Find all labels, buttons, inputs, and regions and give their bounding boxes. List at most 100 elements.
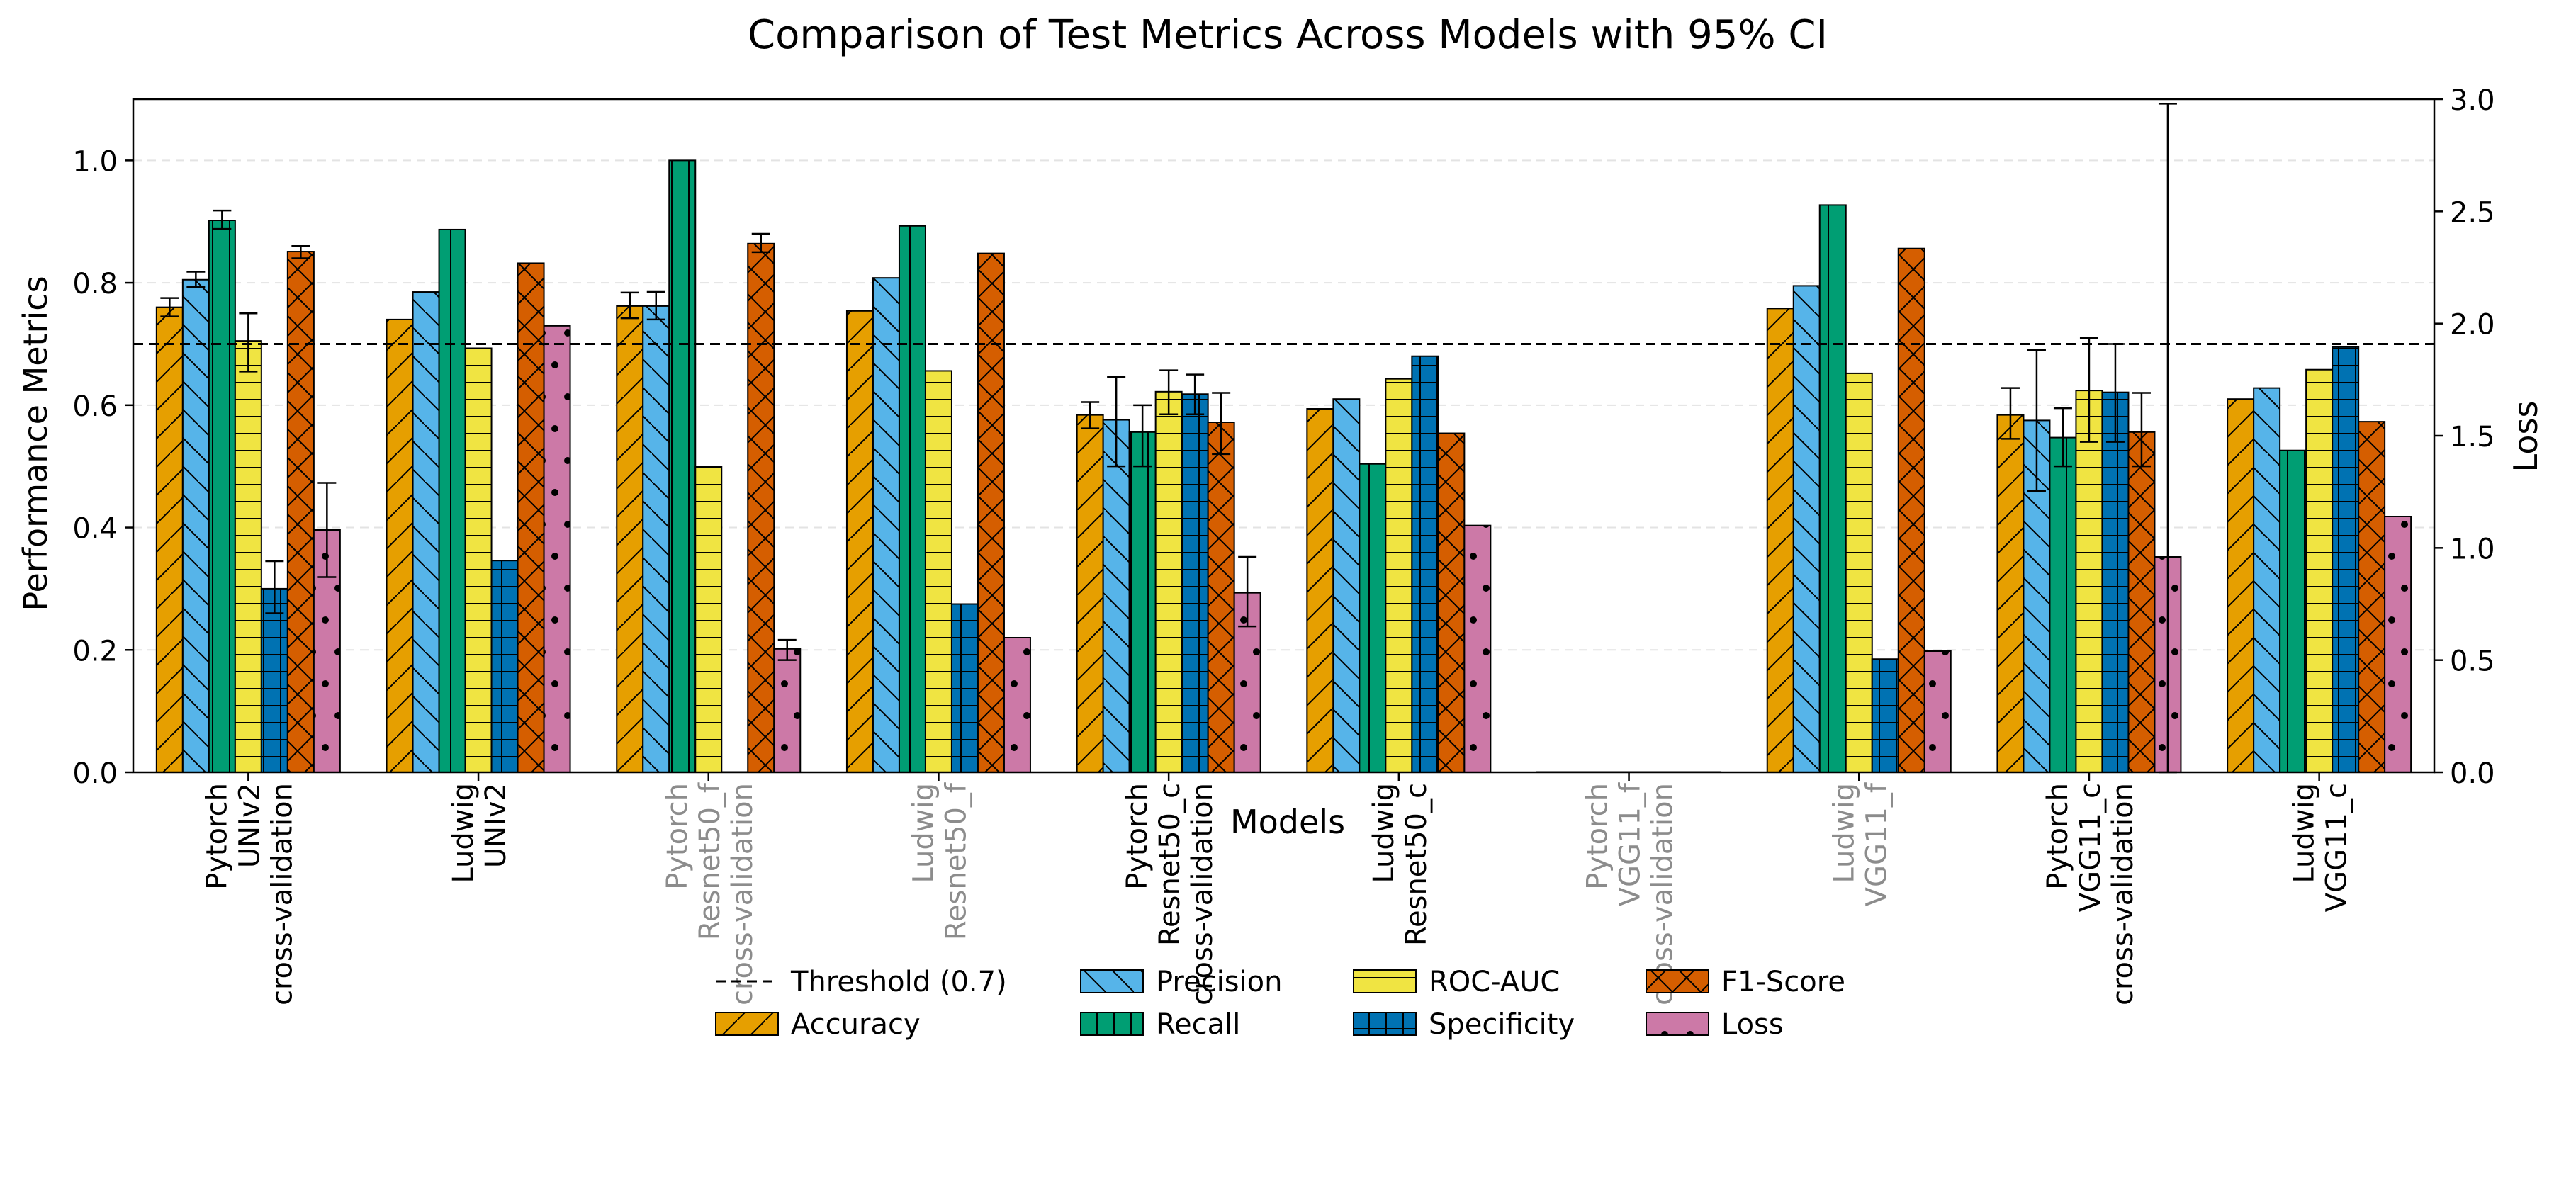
y-tick-label-right: 2.5 xyxy=(2450,196,2495,229)
bar-hatch xyxy=(2358,421,2386,773)
legend-item: Specificity xyxy=(1353,1008,1575,1041)
bar xyxy=(1437,432,1466,774)
category-label: Ludwig VGG11_c xyxy=(2288,783,2353,912)
bar xyxy=(773,648,802,773)
bar xyxy=(1003,637,1031,773)
bar-hatch xyxy=(1306,408,1334,773)
axes: 0.0 0.2 0.4 0.6 0.8 1.0 0.0 0.5 1.0 1.5 2.0 2.5 3.0 xyxy=(72,84,2495,790)
bar xyxy=(1818,204,1847,773)
error-bar xyxy=(186,271,206,288)
bar-hatch xyxy=(977,252,1005,773)
legend-item: Loss xyxy=(1646,1008,1784,1041)
error-bar xyxy=(2053,407,2072,468)
legend-item: Threshold (0.7) xyxy=(716,966,1007,998)
y-tick-label-right: 0.0 xyxy=(2450,757,2495,790)
bar xyxy=(464,347,493,773)
bar xyxy=(2332,346,2360,774)
bar xyxy=(616,305,644,773)
category-label-line: VGG11_f xyxy=(1614,782,1647,906)
bar-hatch xyxy=(155,306,184,773)
category-label-line: Resnet50_c xyxy=(1400,783,1433,946)
bar-hatch xyxy=(1818,204,1847,773)
bar-hatch xyxy=(1792,285,1821,773)
bar-hatch xyxy=(1076,414,1104,773)
category-label: Ludwig UNIv2 xyxy=(447,783,512,884)
bar xyxy=(1359,463,1387,774)
error-bar xyxy=(213,209,232,230)
legend-swatch xyxy=(1646,969,1709,993)
bar-hatch xyxy=(181,278,210,774)
bar-hatch xyxy=(2384,516,2412,773)
legend-item: Recall xyxy=(1080,1008,1240,1041)
bar-hatch xyxy=(1437,432,1466,774)
bar-hatch xyxy=(234,340,262,773)
error-bar xyxy=(239,312,258,373)
bar xyxy=(2253,387,2281,773)
bar-hatch xyxy=(773,648,802,773)
bar-hatch xyxy=(2075,390,2103,773)
category-label-line: Resnet50_f xyxy=(940,782,972,940)
category-label-line: Ludwig xyxy=(907,783,940,884)
bar-hatch xyxy=(1411,355,1439,773)
y-tick-label-right: 1.0 xyxy=(2450,533,2495,565)
y-tick-label: 0.4 xyxy=(72,513,118,546)
category-label-line: Resnet50_f xyxy=(694,782,726,940)
error-bar xyxy=(291,245,310,259)
y-tick-label-right: 2.0 xyxy=(2450,309,2495,342)
bar xyxy=(1871,658,1899,774)
bar-hatch xyxy=(1923,650,1952,773)
bar-hatch xyxy=(412,291,440,773)
error-bar xyxy=(2079,337,2098,443)
legend-item: F1-Score xyxy=(1646,966,1845,998)
bar xyxy=(924,370,952,773)
y-tick-label-right: 0.5 xyxy=(2450,645,2495,678)
bar-hatch xyxy=(543,325,571,774)
legend-label: Loss xyxy=(1721,1008,1784,1041)
bar-hatch xyxy=(1766,308,1794,773)
bar xyxy=(642,305,670,773)
bar-hatch xyxy=(845,310,874,773)
bar xyxy=(2075,390,2103,773)
legend-item: Precision xyxy=(1080,966,1282,998)
category-label-line: Ludwig xyxy=(447,783,480,884)
category-label-line: VGG11_c xyxy=(2321,783,2353,912)
bar-hatch xyxy=(1996,414,2025,773)
error-bar xyxy=(2001,387,2020,440)
bar xyxy=(412,291,440,773)
bar-hatch xyxy=(1003,637,1031,773)
y-axis-label: Performance Metrics xyxy=(16,276,55,611)
bar xyxy=(438,228,466,774)
bar-hatch xyxy=(2049,436,2077,773)
bar-hatch xyxy=(668,159,697,773)
category-label: Pytorch Resnet50_c cross-validation xyxy=(1121,783,1219,1005)
bar xyxy=(234,340,262,773)
bar-hatch xyxy=(1332,398,1361,773)
y-tick-label: 0.8 xyxy=(72,268,118,300)
category-label: Ludwig VGG11_f xyxy=(1828,782,1893,906)
bar-hatch xyxy=(2101,391,2130,773)
bar xyxy=(1102,419,1130,774)
legend-swatch xyxy=(1353,1012,1417,1036)
bar xyxy=(490,560,519,773)
legend-label: ROC-AUC xyxy=(1429,966,1560,998)
bar xyxy=(694,466,723,773)
bar xyxy=(1128,431,1157,773)
bar xyxy=(668,159,697,773)
category-label-line: UNIv2 xyxy=(233,783,266,868)
bar xyxy=(1332,398,1361,773)
error-bars xyxy=(160,103,2177,774)
category-label-line: cross-validation xyxy=(1186,783,1219,1005)
error-bar xyxy=(1133,404,1152,468)
category-label: Pytorch Resnet50_f cross-validation xyxy=(661,782,759,1005)
bar-hatch xyxy=(1359,463,1387,774)
bar xyxy=(845,310,874,773)
error-bar xyxy=(1238,555,1257,628)
category-label-line: cross-validation xyxy=(1647,783,1680,1005)
bar-hatch xyxy=(898,225,926,774)
bar xyxy=(2305,368,2334,773)
legend-item: ROC-AUC xyxy=(1353,966,1560,998)
bar-hatch xyxy=(2253,387,2281,773)
error-bar xyxy=(2132,392,2151,468)
category-label-line: Pytorch xyxy=(661,783,694,890)
